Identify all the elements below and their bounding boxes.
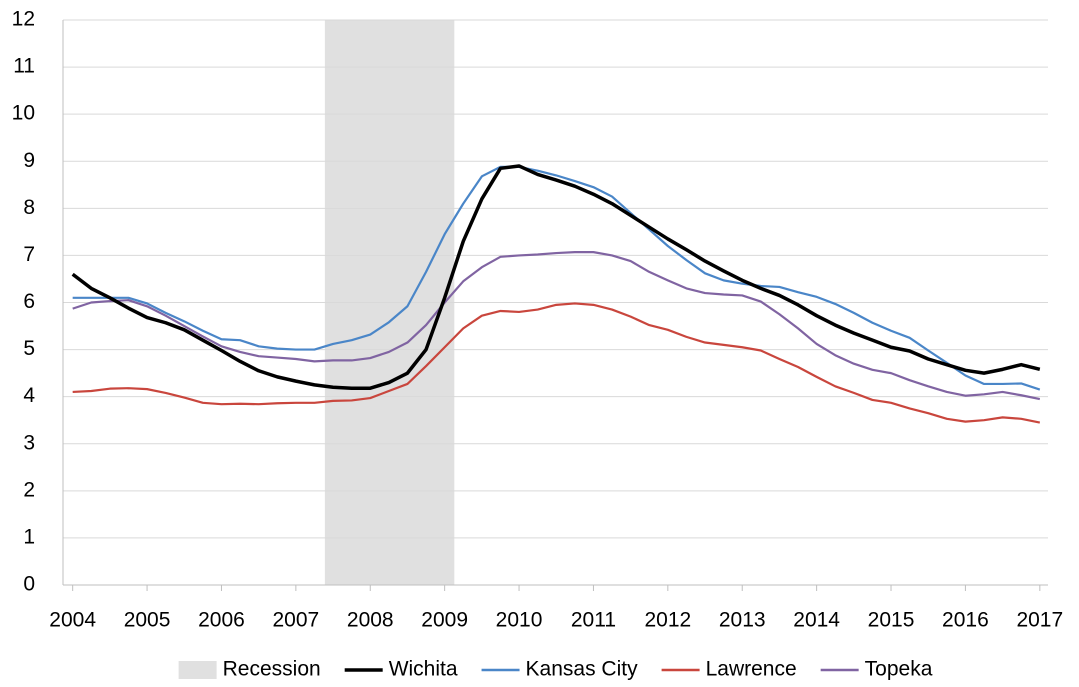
legend-label: Recession	[223, 658, 321, 681]
series-line	[71, 164, 1041, 390]
y-tick-label: 4	[23, 384, 35, 407]
x-tick-label: 2017	[1016, 609, 1063, 632]
x-tick-label: 2006	[198, 609, 245, 632]
y-tick-label: 9	[23, 149, 35, 172]
y-tick-label: 8	[23, 196, 35, 219]
legend-label: Wichita	[389, 658, 458, 681]
x-tick-label: 2009	[421, 609, 468, 632]
x-tick-label: 2014	[793, 609, 840, 632]
x-tick-label: 2004	[49, 609, 96, 632]
legend-label: Kansas City	[526, 658, 639, 681]
legend-label: Lawrence	[706, 658, 797, 681]
x-tick-label: 2011	[571, 609, 616, 632]
x-tick-label: 2016	[942, 609, 989, 632]
y-tick-label: 11	[13, 55, 35, 78]
legend-label: Topeka	[865, 658, 933, 681]
x-tick-label: 2005	[124, 609, 171, 632]
series-line	[72, 251, 1041, 401]
y-tick-label: 7	[23, 243, 35, 266]
series-line	[72, 165, 1041, 391]
y-tick-label: 1	[23, 525, 35, 548]
y-tick-label: 2	[23, 478, 35, 501]
legend: Recession Wichita Kansas City Lawrence Topek…	[178, 658, 933, 681]
x-tick-label: 2013	[719, 609, 766, 632]
y-tick-label: 10	[12, 102, 35, 125]
y-tick-label: 12	[12, 8, 35, 31]
y-tick-label: 5	[23, 337, 35, 360]
y-tick-label: 6	[23, 290, 35, 313]
series-line	[72, 302, 1041, 424]
x-tick-label: 2015	[868, 609, 915, 632]
legend-swatch	[178, 661, 217, 679]
x-tick-label: 2007	[272, 609, 319, 632]
x-tick-label: 2012	[644, 609, 691, 632]
y-tick-label: 0	[23, 573, 35, 596]
y-tick-label: 3	[23, 431, 35, 454]
x-tick-label: 2010	[496, 609, 543, 632]
x-tick-label: 2008	[347, 609, 394, 632]
